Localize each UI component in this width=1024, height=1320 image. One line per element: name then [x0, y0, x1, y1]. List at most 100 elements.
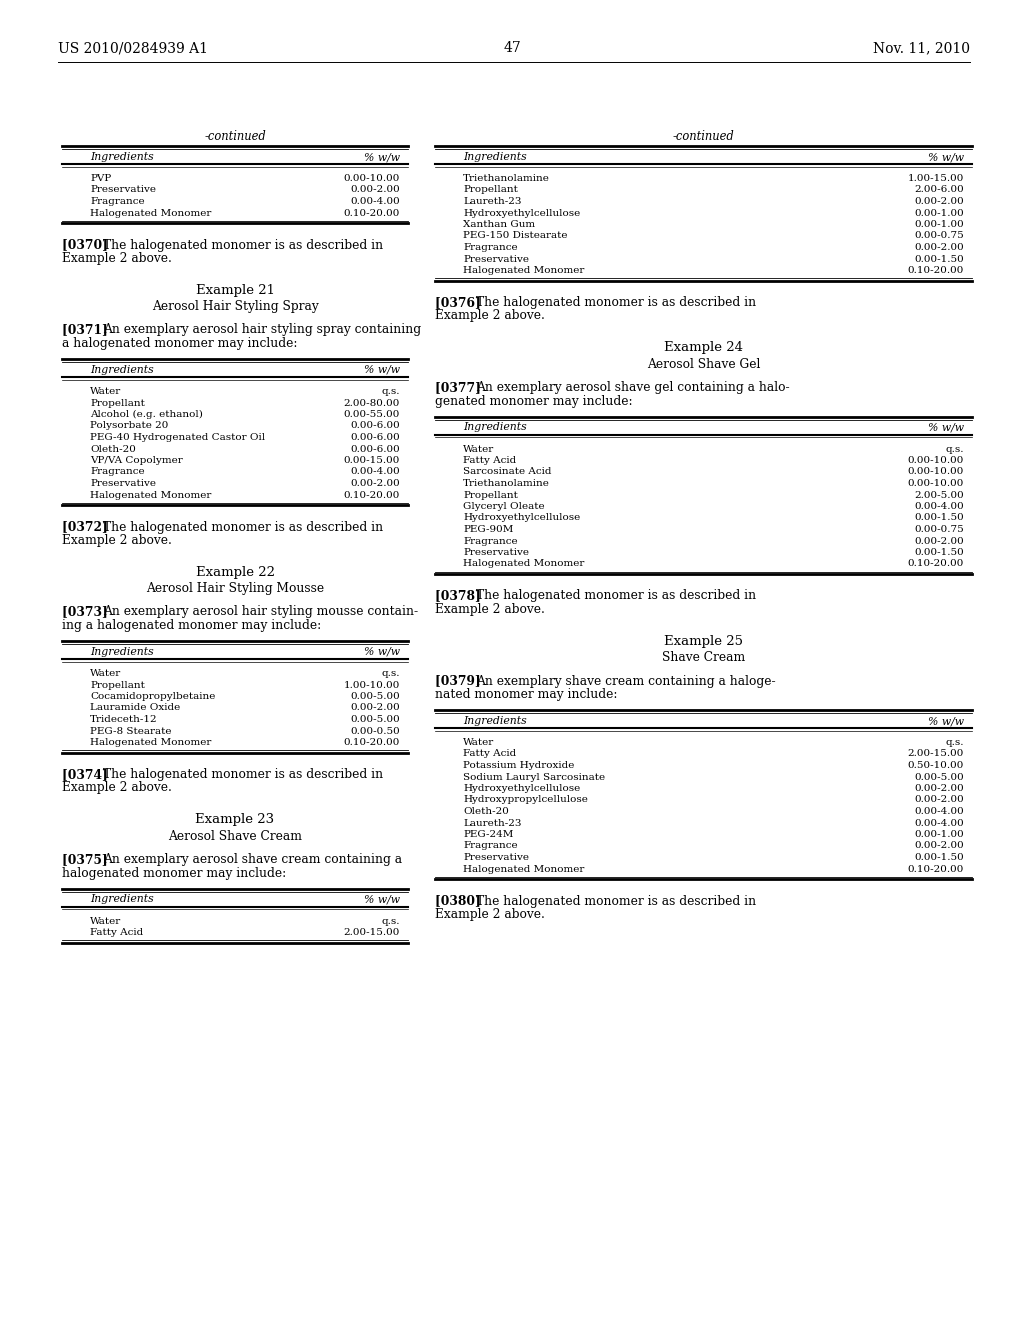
Text: Propellant: Propellant: [90, 681, 144, 689]
Text: Water: Water: [463, 738, 495, 747]
Text: PVP: PVP: [90, 174, 112, 183]
Text: The halogenated monomer is as described in: The halogenated monomer is as described …: [103, 239, 383, 252]
Text: An exemplary aerosol hair styling mousse contain-: An exemplary aerosol hair styling mousse…: [103, 606, 418, 619]
Text: % w/w: % w/w: [364, 647, 400, 657]
Text: q.s.: q.s.: [945, 738, 964, 747]
Text: Example 2 above.: Example 2 above.: [435, 908, 545, 921]
Text: 0.10-20.00: 0.10-20.00: [344, 491, 400, 499]
Text: [0372]: [0372]: [62, 520, 121, 533]
Text: Ingredients: Ingredients: [90, 152, 154, 162]
Text: An exemplary aerosol hair styling spray containing: An exemplary aerosol hair styling spray …: [103, 323, 421, 337]
Text: 0.00-2.00: 0.00-2.00: [350, 479, 400, 488]
Text: PEG-8 Stearate: PEG-8 Stearate: [90, 726, 171, 735]
Text: [0373]: [0373]: [62, 606, 121, 619]
Text: Laureth-23: Laureth-23: [463, 197, 521, 206]
Text: 0.00-6.00: 0.00-6.00: [350, 445, 400, 454]
Text: Hydroxyethylcellulose: Hydroxyethylcellulose: [463, 784, 581, 793]
Text: 0.00-6.00: 0.00-6.00: [350, 433, 400, 442]
Text: 0.10-20.00: 0.10-20.00: [344, 738, 400, 747]
Text: Example 2 above.: Example 2 above.: [62, 781, 172, 795]
Text: % w/w: % w/w: [364, 895, 400, 904]
Text: Ingredients: Ingredients: [463, 422, 526, 433]
Text: 0.00-4.00: 0.00-4.00: [914, 807, 964, 816]
Text: a halogenated monomer may include:: a halogenated monomer may include:: [62, 337, 298, 350]
Text: The halogenated monomer is as described in: The halogenated monomer is as described …: [103, 520, 383, 533]
Text: 2.00-6.00: 2.00-6.00: [914, 186, 964, 194]
Text: 0.00-4.00: 0.00-4.00: [350, 467, 400, 477]
Text: Glyceryl Oleate: Glyceryl Oleate: [463, 502, 545, 511]
Text: 0.00-0.50: 0.00-0.50: [350, 726, 400, 735]
Text: Water: Water: [90, 916, 121, 925]
Text: q.s.: q.s.: [945, 445, 964, 454]
Text: 0.00-10.00: 0.00-10.00: [907, 455, 964, 465]
Text: 0.00-10.00: 0.00-10.00: [344, 174, 400, 183]
Text: Ingredients: Ingredients: [90, 647, 154, 657]
Text: Hydroxyethylcellulose: Hydroxyethylcellulose: [463, 513, 581, 523]
Text: Example 2 above.: Example 2 above.: [435, 603, 545, 616]
Text: [0374]: [0374]: [62, 768, 121, 781]
Text: 0.10-20.00: 0.10-20.00: [907, 560, 964, 569]
Text: Hydroxypropylcellulose: Hydroxypropylcellulose: [463, 796, 588, 804]
Text: The halogenated monomer is as described in: The halogenated monomer is as described …: [103, 768, 383, 781]
Text: ing a halogenated monomer may include:: ing a halogenated monomer may include:: [62, 619, 322, 632]
Text: 0.00-55.00: 0.00-55.00: [344, 411, 400, 418]
Text: Example 21: Example 21: [196, 284, 274, 297]
Text: halogenated monomer may include:: halogenated monomer may include:: [62, 866, 287, 879]
Text: 0.00-5.00: 0.00-5.00: [350, 715, 400, 723]
Text: % w/w: % w/w: [928, 152, 964, 162]
Text: Aerosol Hair Styling Spray: Aerosol Hair Styling Spray: [152, 300, 318, 313]
Text: 0.00-1.00: 0.00-1.00: [914, 830, 964, 840]
Text: Fragrance: Fragrance: [463, 243, 517, 252]
Text: Halogenated Monomer: Halogenated Monomer: [463, 560, 585, 569]
Text: Hydroxyethylcellulose: Hydroxyethylcellulose: [463, 209, 581, 218]
Text: An exemplary aerosol shave cream containing a: An exemplary aerosol shave cream contain…: [103, 853, 402, 866]
Text: q.s.: q.s.: [382, 387, 400, 396]
Text: Aerosol Shave Gel: Aerosol Shave Gel: [647, 358, 760, 371]
Text: Example 23: Example 23: [196, 813, 274, 826]
Text: Oleth-20: Oleth-20: [90, 445, 136, 454]
Text: Halogenated Monomer: Halogenated Monomer: [463, 267, 585, 275]
Text: The halogenated monomer is as described in: The halogenated monomer is as described …: [476, 296, 756, 309]
Text: 2.00-80.00: 2.00-80.00: [344, 399, 400, 408]
Text: 0.10-20.00: 0.10-20.00: [907, 865, 964, 874]
Text: 0.00-5.00: 0.00-5.00: [914, 772, 964, 781]
Text: Halogenated Monomer: Halogenated Monomer: [90, 209, 211, 218]
Text: 47: 47: [503, 41, 521, 55]
Text: Example 2 above.: Example 2 above.: [62, 535, 172, 546]
Text: Aerosol Hair Styling Mousse: Aerosol Hair Styling Mousse: [146, 582, 324, 595]
Text: Triethanolamine: Triethanolamine: [463, 479, 550, 488]
Text: Halogenated Monomer: Halogenated Monomer: [90, 491, 211, 499]
Text: 0.00-2.00: 0.00-2.00: [350, 186, 400, 194]
Text: US 2010/0284939 A1: US 2010/0284939 A1: [58, 41, 208, 55]
Text: Fragrance: Fragrance: [463, 536, 517, 545]
Text: % w/w: % w/w: [364, 152, 400, 162]
Text: Fatty Acid: Fatty Acid: [463, 750, 516, 759]
Text: 0.00-5.00: 0.00-5.00: [350, 692, 400, 701]
Text: Laureth-23: Laureth-23: [463, 818, 521, 828]
Text: PEG-40 Hydrogenated Castor Oil: PEG-40 Hydrogenated Castor Oil: [90, 433, 265, 442]
Text: 2.00-15.00: 2.00-15.00: [907, 750, 964, 759]
Text: 0.00-2.00: 0.00-2.00: [350, 704, 400, 713]
Text: 0.00-2.00: 0.00-2.00: [914, 842, 964, 850]
Text: 0.10-20.00: 0.10-20.00: [344, 209, 400, 218]
Text: Halogenated Monomer: Halogenated Monomer: [463, 865, 585, 874]
Text: 0.00-2.00: 0.00-2.00: [914, 243, 964, 252]
Text: Oleth-20: Oleth-20: [463, 807, 509, 816]
Text: [0371]: [0371]: [62, 323, 121, 337]
Text: 0.00-2.00: 0.00-2.00: [914, 796, 964, 804]
Text: [0380]: [0380]: [435, 895, 494, 908]
Text: [0377]: [0377]: [435, 381, 494, 393]
Text: 0.00-4.00: 0.00-4.00: [350, 197, 400, 206]
Text: Example 2 above.: Example 2 above.: [435, 309, 545, 322]
Text: 0.00-6.00: 0.00-6.00: [350, 421, 400, 430]
Text: 0.00-10.00: 0.00-10.00: [907, 467, 964, 477]
Text: nated monomer may include:: nated monomer may include:: [435, 688, 617, 701]
Text: % w/w: % w/w: [928, 422, 964, 433]
Text: Example 2 above.: Example 2 above.: [62, 252, 172, 265]
Text: 1.00-15.00: 1.00-15.00: [907, 174, 964, 183]
Text: PEG-24M: PEG-24M: [463, 830, 513, 840]
Text: -continued: -continued: [673, 129, 734, 143]
Text: Preservative: Preservative: [90, 186, 156, 194]
Text: 2.00-5.00: 2.00-5.00: [914, 491, 964, 499]
Text: Water: Water: [90, 387, 121, 396]
